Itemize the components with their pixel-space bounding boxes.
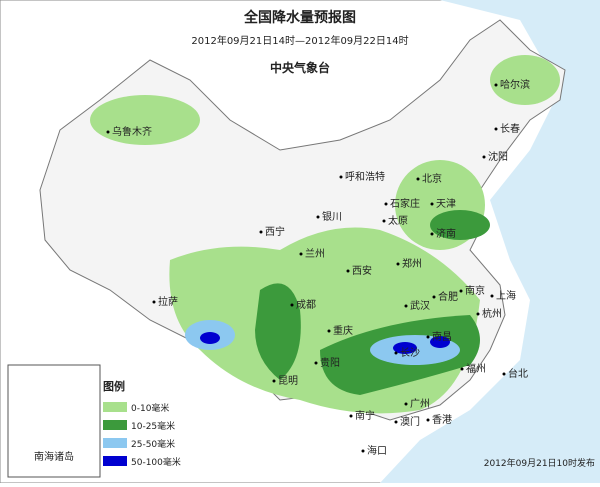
city-dot — [404, 304, 408, 308]
legend-swatch — [103, 438, 127, 448]
city-dot — [430, 232, 434, 236]
city-dot — [476, 312, 480, 316]
period: 2012年09月21日14时—2012年09月22日14时 — [191, 34, 408, 47]
city-dot — [426, 335, 430, 339]
city-dot — [490, 294, 494, 298]
city-dot — [382, 219, 386, 223]
city-label: 福州 — [466, 362, 486, 375]
city-label: 重庆 — [333, 324, 353, 337]
city-dot — [396, 262, 400, 266]
issued-time: 2012年09月21日10时发布 — [484, 457, 595, 469]
city-dot — [327, 329, 331, 333]
city-dot — [299, 252, 303, 256]
rain-area-medium — [430, 210, 490, 240]
rain-area-light — [90, 95, 200, 145]
legend-swatch — [103, 420, 127, 430]
city-label: 南昌 — [432, 330, 452, 343]
city-label: 长春 — [500, 123, 520, 135]
city-label: 北京 — [422, 172, 442, 185]
city-dot — [314, 361, 318, 365]
city-label: 银川 — [322, 210, 342, 223]
city-dot — [494, 127, 498, 131]
city-label: 昆明 — [278, 375, 298, 387]
legend-swatch — [103, 456, 127, 466]
city-label: 南宁 — [355, 409, 375, 422]
city-dot — [416, 177, 420, 181]
city-dot — [339, 175, 343, 179]
city-label: 台北 — [508, 367, 528, 380]
city-label: 石家庄 — [390, 197, 420, 210]
city-label: 郑州 — [402, 257, 422, 270]
city-label: 乌鲁木齐 — [112, 125, 152, 138]
city-label: 贵阳 — [320, 356, 340, 369]
legend-title: 图例 — [103, 379, 125, 393]
city-dot — [152, 300, 156, 304]
city-dot — [494, 83, 498, 87]
city-label: 广州 — [410, 398, 430, 410]
city-dot — [460, 367, 464, 371]
city-dot — [349, 414, 353, 418]
legend-label: 10-25毫米 — [131, 420, 175, 432]
city-label: 香港 — [432, 414, 452, 426]
city-label: 天津 — [436, 198, 456, 210]
city-label: 武汉 — [410, 299, 430, 312]
city-dot — [346, 269, 350, 273]
city-label: 西宁 — [265, 225, 285, 238]
city-label: 长沙 — [400, 347, 420, 359]
city-label: 西安 — [352, 264, 372, 277]
rain-area-light — [490, 55, 560, 105]
sea — [380, 0, 600, 483]
city-label: 杭州 — [482, 307, 502, 320]
rain-area-storm — [393, 342, 417, 354]
city-label: 海口 — [367, 444, 387, 457]
city-label: 上海 — [496, 289, 516, 302]
inset-label: 南海诸岛 — [34, 450, 74, 463]
rain-area-storm — [200, 332, 220, 344]
city-label: 拉萨 — [158, 295, 178, 308]
city-dot — [426, 418, 430, 422]
city-label: 太原 — [388, 214, 408, 227]
rain-area-storm — [430, 336, 450, 348]
city-dot — [432, 295, 436, 299]
legend-label: 50-100毫米 — [131, 456, 181, 468]
issuer: 中央气象台 — [270, 60, 330, 75]
title: 全国降水量预报图 — [243, 9, 356, 26]
city-label: 合肥 — [438, 290, 458, 303]
city-dot — [316, 215, 320, 219]
city-dot — [290, 303, 294, 307]
city-dot — [404, 402, 408, 406]
rain-area-medium — [255, 283, 301, 380]
city-dot — [384, 202, 388, 206]
city-label: 沈阳 — [488, 150, 508, 163]
city-label: 哈尔滨 — [500, 78, 530, 91]
city-dot — [482, 155, 486, 159]
legend-label: 25-50毫米 — [131, 438, 175, 450]
city-label: 成都 — [296, 299, 316, 311]
city-label: 澳门 — [400, 415, 420, 428]
city-label: 兰州 — [305, 247, 325, 260]
city-label: 南京 — [465, 284, 485, 297]
city-dot — [430, 202, 434, 206]
city-dot — [459, 289, 463, 293]
city-dot — [394, 420, 398, 424]
city-label: 呼和浩特 — [345, 171, 385, 183]
city-label: 济南 — [436, 227, 456, 240]
legend-swatch — [103, 402, 127, 412]
city-dot — [259, 230, 263, 234]
city-dot — [272, 379, 276, 383]
city-dot — [361, 449, 365, 453]
inset-box — [7, 364, 101, 478]
city-dot — [502, 372, 506, 376]
city-dot — [394, 351, 398, 355]
legend-label: 0-10毫米 — [131, 402, 169, 414]
city-dot — [106, 130, 110, 134]
